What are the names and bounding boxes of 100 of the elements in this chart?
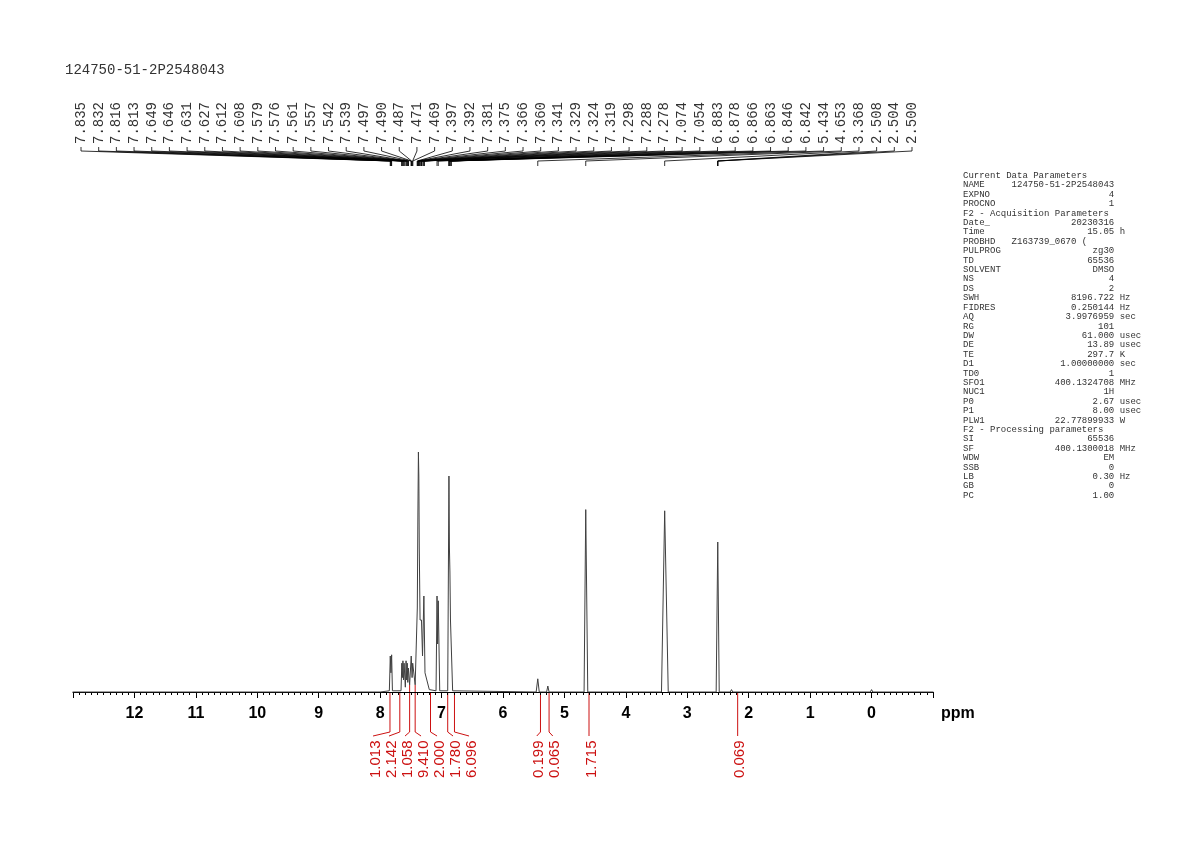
- x-tick-label: 10: [248, 703, 267, 721]
- text: PLW1 22.77899933 W: [963, 415, 1127, 426]
- annotation: 7.646: [161, 101, 178, 144]
- text: SFO1 400.1324708 MHz: [963, 377, 1137, 388]
- text: NS 4: [963, 274, 1116, 285]
- text: PULPROG zg30: [963, 246, 1116, 257]
- x-tick-label: 12: [125, 703, 144, 721]
- annotation: 6.842: [797, 101, 814, 144]
- annotation: 0.069: [730, 740, 748, 778]
- text: P0 2.67 usec: [963, 396, 1142, 407]
- annotation: 7.366: [515, 101, 532, 144]
- text: AQ 3.9976959 sec: [963, 312, 1137, 323]
- annotation: 7.835: [73, 101, 89, 144]
- annotation: 7.576: [267, 101, 284, 144]
- annotation: 7.557: [302, 101, 319, 144]
- annotation: 7.329: [568, 101, 585, 144]
- text: FIDRES 0.250144 Hz: [963, 302, 1132, 313]
- annotation: 7.054: [691, 101, 708, 144]
- x-tick-label: 7: [437, 703, 447, 721]
- text: F2 - Acquisition Parameters: [963, 208, 1110, 219]
- text: PROBHD Z163739_0670 (: [963, 236, 1089, 247]
- text: Time 15.05 h: [963, 227, 1127, 238]
- annotation: 7.288: [638, 101, 655, 144]
- annotation: 7.319: [603, 101, 620, 144]
- x-axis-title: ppm: [941, 703, 975, 721]
- annotation: 7.649: [143, 101, 160, 144]
- text: SSB 0: [963, 462, 1116, 473]
- text: GB 0: [963, 481, 1116, 492]
- text: LB 0.30 Hz: [963, 472, 1132, 482]
- annotation: 7.542: [320, 101, 337, 144]
- annotation: 6.096: [461, 740, 479, 778]
- text: RG 101: [963, 321, 1116, 332]
- chart-title: 124750-51-2P2548043: [65, 62, 225, 78]
- text: TE 297.7 K: [963, 349, 1127, 360]
- annotation: 7.298: [621, 101, 638, 144]
- annotation: 5.434: [815, 101, 832, 144]
- annotation: 0.065: [545, 740, 563, 778]
- annotation: 7.381: [479, 101, 496, 144]
- x-tick-label: 8: [375, 703, 385, 721]
- annotation: 1.715: [581, 740, 599, 778]
- annotation: 2.508: [868, 101, 885, 144]
- text: DS 2: [963, 283, 1116, 294]
- annotation: 7.612: [214, 101, 231, 144]
- text: EXPNO 4: [963, 189, 1116, 200]
- text: F2 - Processing parameters: [963, 424, 1105, 435]
- annotation: 7.490: [373, 101, 390, 144]
- annotation: 2.142: [381, 740, 399, 778]
- annotation: 7.579: [249, 101, 266, 144]
- text: SI 65536: [963, 434, 1116, 445]
- x-tick-label: 6: [498, 703, 508, 721]
- text: Current Data Parameters: [963, 171, 1089, 181]
- annotation: 7.487: [391, 101, 408, 144]
- annotation: 7.813: [126, 101, 143, 144]
- annotation: 6.846: [780, 101, 797, 144]
- annotation: 7.360: [532, 101, 549, 144]
- annotation: 7.074: [674, 101, 691, 144]
- annotation: 7.561: [285, 101, 302, 144]
- text: SF 400.1300018 MHz: [963, 443, 1137, 454]
- annotation: 1.058: [397, 740, 415, 778]
- text: DW 61.000 usec: [963, 330, 1142, 341]
- text: DE 13.89 usec: [963, 340, 1142, 351]
- text: Date_ 20230316: [963, 218, 1116, 229]
- text: NAME 124750-51-2P2548043: [963, 180, 1116, 191]
- text: PROCNO 1: [963, 199, 1116, 210]
- text: NUC1 1H: [963, 387, 1116, 398]
- x-tick-label: 3: [682, 703, 692, 721]
- annotation: 2.500: [904, 101, 920, 144]
- text: TD 65536: [963, 255, 1116, 266]
- x-tick-label: 0: [867, 703, 877, 721]
- x-tick-label: 4: [621, 703, 631, 721]
- annotation: 7.816: [108, 101, 125, 144]
- annotation: 3.368: [850, 101, 867, 144]
- annotation: 2.000: [429, 740, 447, 778]
- text: WDW EM: [963, 453, 1116, 464]
- x-tick-label: 5: [559, 703, 569, 721]
- text: D1 1.00000000 sec: [963, 359, 1137, 370]
- annotation: 6.878: [727, 101, 744, 144]
- annotation: 7.471: [408, 101, 425, 144]
- annotation: 7.278: [656, 101, 673, 144]
- text: PC 1.00: [963, 490, 1116, 502]
- x-tick-label: 1: [805, 703, 815, 721]
- text: TD0 1: [963, 368, 1116, 379]
- annotation: 4.653: [833, 101, 850, 144]
- annotation: 6.866: [744, 101, 761, 144]
- annotation: 7.469: [426, 101, 443, 144]
- annotation: 7.375: [497, 101, 514, 144]
- x-tick-label: 11: [187, 703, 205, 721]
- annotation: 6.883: [709, 101, 726, 144]
- annotation: 7.539: [338, 101, 355, 144]
- text: P1 8.00 usec: [963, 406, 1142, 417]
- annotation: 7.392: [461, 101, 478, 144]
- annotation: 7.324: [585, 101, 602, 144]
- annotation: 7.832: [90, 101, 107, 144]
- annotation: 7.497: [355, 101, 372, 144]
- annotation: 7.397: [444, 101, 461, 144]
- annotation: 6.863: [762, 101, 779, 144]
- annotation: 2.504: [886, 101, 903, 144]
- annotation: 1.780: [445, 740, 463, 778]
- x-tick-label: 2: [744, 703, 754, 721]
- annotation: 7.631: [179, 101, 196, 144]
